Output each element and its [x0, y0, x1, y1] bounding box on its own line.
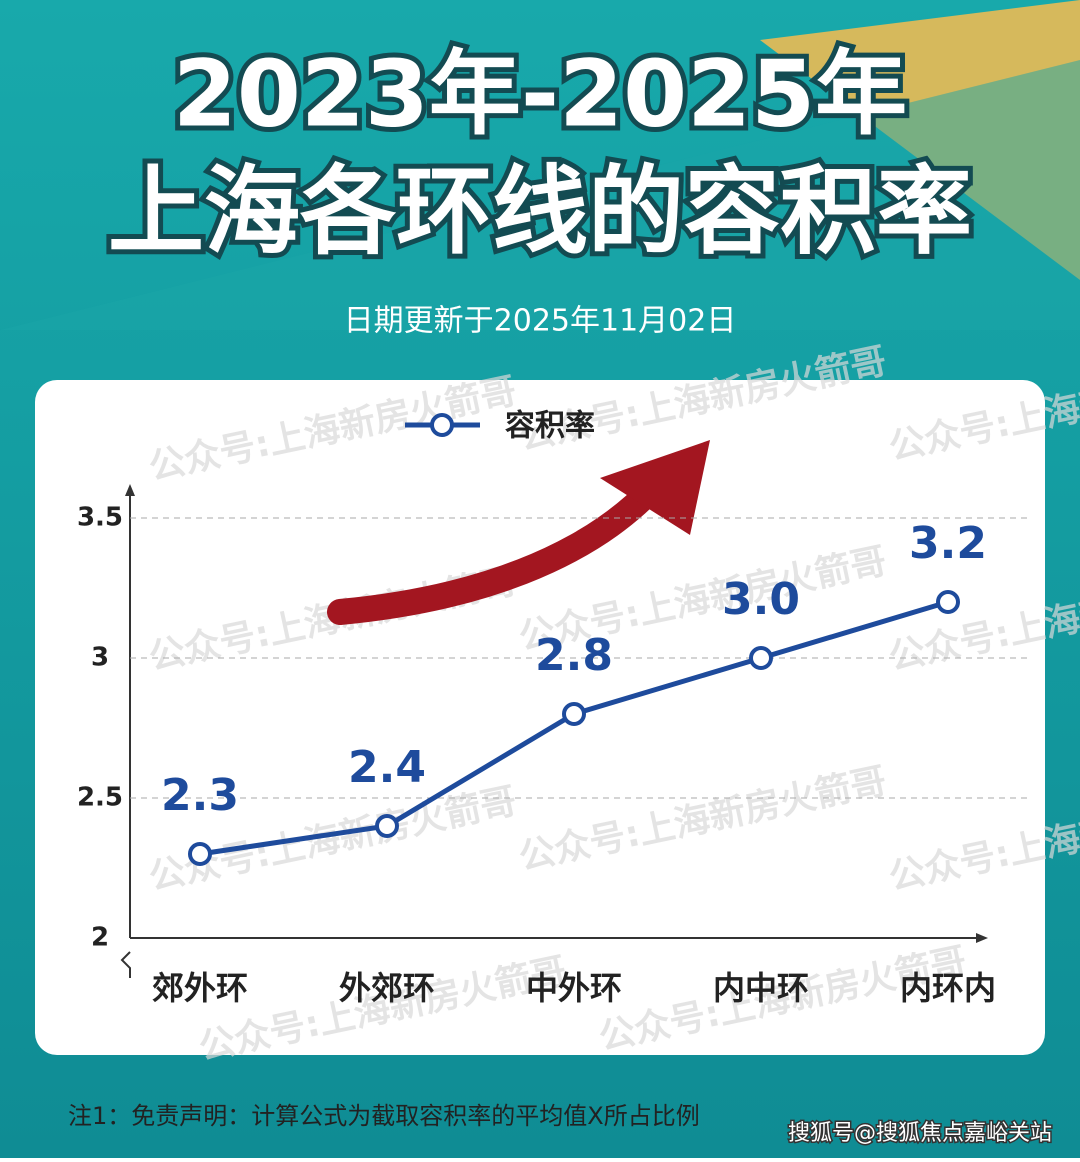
point [936, 590, 960, 614]
source: 搜狐号@搜狐焦点嘉峪关站 [788, 1121, 1052, 1146]
point [562, 702, 586, 726]
x-tick-label: 中外环 [526, 969, 622, 1007]
point [188, 842, 212, 866]
subtitle: 日期更新于2025年11月02日 [344, 304, 737, 339]
title-line: 上海各环线的容积率 [108, 155, 972, 267]
axis-break [120, 951, 131, 978]
x-tick-label: 内环内 [900, 969, 996, 1007]
y-tick-label: 3.5 [77, 503, 123, 533]
data-label: 2.8 [535, 630, 613, 681]
x-tick-label: 外郊环 [339, 969, 435, 1007]
x-axis-arrow [976, 933, 988, 943]
y-tick-label: 2.5 [77, 783, 123, 813]
footnote: 注1：免责声明：计算公式为截取容积率的平均值X所占比例 [68, 1102, 700, 1130]
trend-arrow-head [600, 440, 710, 535]
x-tick-label: 内中环 [713, 969, 809, 1007]
data-label: 3.2 [909, 518, 987, 569]
x-tick-label: 郊外环 [152, 969, 248, 1007]
chart-card [35, 380, 1045, 1055]
trend-arrow [327, 467, 673, 625]
data-label: 2.3 [161, 770, 239, 821]
data-label: 2.4 [348, 742, 426, 793]
y-tick-label: 3 [91, 643, 109, 673]
band-decoration [0, 60, 1080, 330]
data-label: 3.0 [722, 574, 800, 625]
legend-label: 容积率 [505, 409, 595, 444]
point [749, 646, 773, 670]
y-axis-arrow [125, 484, 135, 496]
point [375, 814, 399, 838]
title-line: 2023年-2025年 [173, 40, 907, 147]
legend-marker [430, 413, 454, 437]
y-tick-label: 2 [91, 923, 109, 953]
